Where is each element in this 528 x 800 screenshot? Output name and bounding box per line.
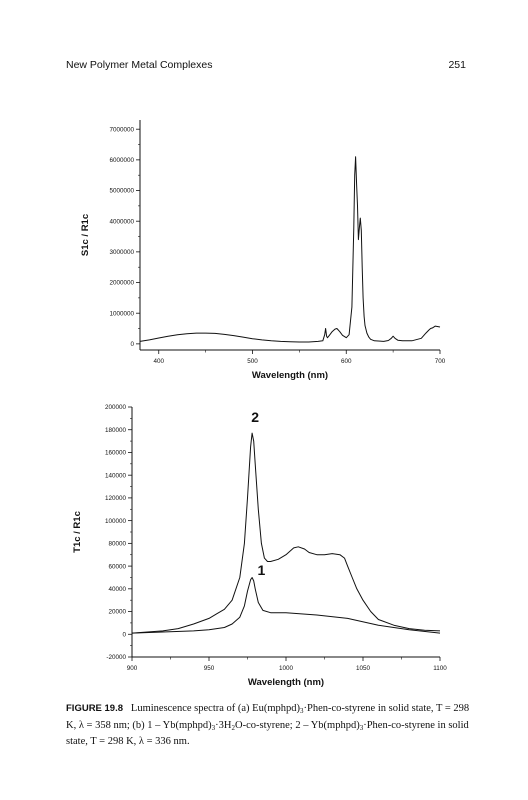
series-line-1 [139,156,441,343]
y-tick-label: 2000000 [109,280,134,287]
y-tick-label: 1000000 [109,310,134,317]
caption-text-3: ·3H [215,719,232,731]
caption-text-1: Luminescence spectra of (a) Eu(mphpd) [130,703,300,714]
page-number: 251 [448,59,466,71]
y-tick-label: 80000 [108,541,126,548]
y-tick-label: 4000000 [109,218,134,225]
y-tick-label: 100000 [105,518,127,525]
x-tick-label: 400 [153,358,164,365]
header-title: New Polymer Metal Complexes [66,59,213,71]
y-tick-label: 6000000 [109,157,134,164]
x-axis-title: Wavelength (nm) [248,677,324,688]
caption-sub-1: 3 [300,707,304,715]
series-line-2 [131,432,441,634]
running-header: New Polymer Metal Complexes 251 [66,59,466,75]
x-tick-label: 1100 [433,665,447,672]
y-axis-title: S1c / R1c [80,214,91,256]
curve-annotation-label: 2 [251,409,259,425]
y-tick-label: -20000 [106,654,126,661]
x-tick-label: 900 [127,665,138,672]
y-tick-label: 140000 [105,472,127,479]
y-tick-label: 60000 [108,563,126,570]
y-tick-label: 7000000 [109,126,134,133]
x-tick-label: 500 [247,358,258,365]
spectrum-chart-a: 0 1000000 2000000 3000000 4000000 5000000 6000… [80,120,446,381]
figure-caption: FIGURE 19.8 Luminescence spectra of (a) … [66,702,476,749]
caption-label: FIGURE 19.8 [66,703,124,714]
y-tick-label: 160000 [105,450,127,457]
y-tick-label: 40000 [108,586,126,593]
curve-annotation-label: 1 [257,562,265,578]
spectrum-chart-b: -20000 0 20000 40000 60000 80000 100000 120000 1… [72,404,447,688]
y-tick-label: 3000000 [109,249,134,256]
caption-text-4: O-co-styrene; 2 – Yb(mphpd) [235,719,360,731]
y-tick-label: 120000 [105,495,127,502]
y-tick-label: 0 [122,631,126,638]
x-tick-label: 600 [341,358,352,365]
y-tick-label: 200000 [105,404,127,411]
y-tick-label: 20000 [108,609,126,616]
series-line-1 [131,577,441,634]
caption-text-5: ·Phen-co-styrene in solid state, T = 298… [66,719,469,748]
y-tick-label: 180000 [105,427,127,434]
y-tick-label: 5000000 [109,188,134,195]
x-tick-label: 1000 [279,665,294,672]
x-tick-label: 950 [204,665,215,672]
caption-sub-2: 3 [211,723,216,732]
x-tick-label: 1050 [356,665,371,672]
caption-sub-4: 3 [359,723,364,732]
x-axis-title: Wavelength (nm) [252,370,328,381]
x-tick-label: 700 [435,358,446,365]
y-tick-label: 0 [130,341,134,348]
caption-text-2: ·Phen-co-styrene in solid state, T = 298… [66,703,470,731]
y-axis-title: T1c / R1c [72,511,83,553]
caption-sub-3: 2 [231,723,236,732]
